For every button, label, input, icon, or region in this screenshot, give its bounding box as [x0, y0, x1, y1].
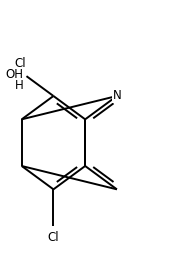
Text: H: H: [15, 79, 24, 92]
Text: Cl: Cl: [48, 231, 59, 244]
Text: OH: OH: [5, 68, 23, 81]
Text: Cl: Cl: [15, 57, 26, 70]
Text: N: N: [113, 89, 121, 102]
